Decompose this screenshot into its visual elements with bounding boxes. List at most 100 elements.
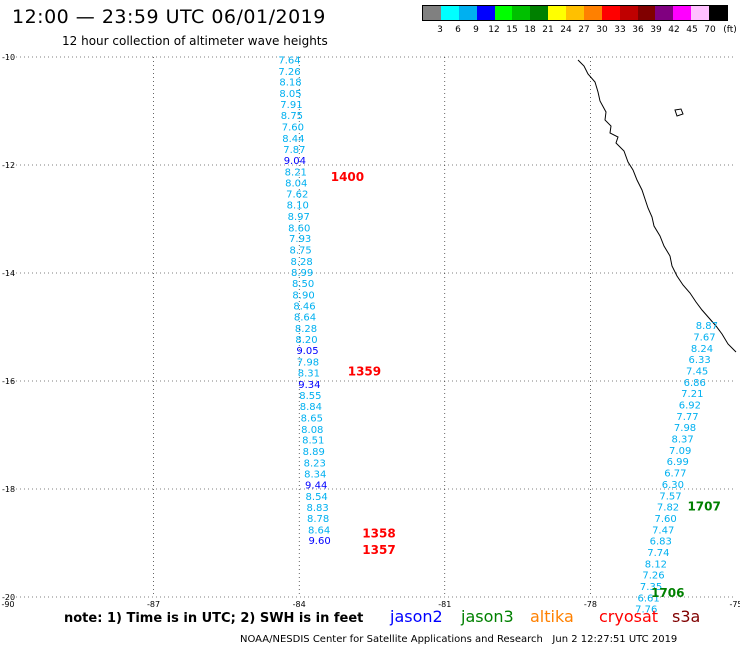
wave-height-value: 8.64 xyxy=(294,313,316,324)
wave-height-value: 6.92 xyxy=(679,401,701,412)
wave-height-value: 7.76 xyxy=(635,605,657,616)
wave-height-value: 6.77 xyxy=(664,469,686,480)
lat-tick-label: -14 xyxy=(2,269,15,278)
wave-height-value: 8.78 xyxy=(307,514,329,525)
wave-height-value: 7.47 xyxy=(652,525,674,536)
wave-height-value: 9.05 xyxy=(296,346,318,357)
wave-height-value: 8.46 xyxy=(293,302,315,313)
satellite-jason3: jason3 xyxy=(461,607,514,626)
satellite-name: altika xyxy=(530,607,574,626)
wave-height-value: 7.87 xyxy=(283,145,305,156)
wave-height-value: 8.64 xyxy=(308,525,330,536)
wave-height-value: 7.98 xyxy=(297,357,319,368)
wave-height-value: 8.89 xyxy=(303,447,325,458)
wave-height-value: 8.05 xyxy=(279,89,301,100)
legend-swatch xyxy=(619,6,638,20)
wave-height-value: 8.28 xyxy=(290,257,312,268)
legend-label: 12 xyxy=(488,25,500,35)
legend-swatch xyxy=(494,6,513,20)
lat-tick-label: -16 xyxy=(2,377,15,386)
lat-tick-label: -20 xyxy=(2,593,15,602)
lon-tick-label: -75 xyxy=(729,600,740,609)
wave-height-value: 7.26 xyxy=(278,67,300,78)
wave-height-value: 8.28 xyxy=(295,324,317,335)
altimeter-tracks: 7.647.268.188.057.918.757.608.447.879.04… xyxy=(278,55,718,615)
lat-tick-label: -10 xyxy=(2,53,15,62)
legend-label: 15 xyxy=(506,25,518,35)
legend-label: 30 xyxy=(596,25,608,35)
wave-height-value: 7.74 xyxy=(647,548,669,559)
legend-swatch xyxy=(440,6,459,20)
coastline-south-america xyxy=(577,59,737,353)
wave-height-value: 7.60 xyxy=(282,122,304,133)
wave-height-value: 7.21 xyxy=(681,389,703,400)
legend-label: 27 xyxy=(578,25,590,35)
lat-tick-label: -18 xyxy=(2,485,15,494)
lon-tick-label: -87 xyxy=(147,600,160,609)
wave-height-value: 8.12 xyxy=(645,559,667,570)
legend-label: 18 xyxy=(524,25,536,35)
legend-swatch xyxy=(637,6,656,20)
wave-height-value: 9.60 xyxy=(308,536,330,547)
wave-height-value: 7.26 xyxy=(642,571,664,582)
legend-label: 6 xyxy=(455,25,461,35)
wave-height-value: 8.83 xyxy=(307,503,329,514)
legend-label: 70 xyxy=(704,25,716,35)
legend-unit: (ft) xyxy=(723,25,737,35)
legend-swatch xyxy=(583,6,602,20)
wave-height-value: 8.31 xyxy=(298,369,320,380)
wave-height-value: 8.10 xyxy=(287,201,309,212)
legend-swatch xyxy=(458,6,477,20)
wave-height-value: 8.21 xyxy=(285,167,307,178)
map-title: 12:00 — 23:59 UTC 06/01/2019 xyxy=(12,6,326,28)
legend-swatch xyxy=(691,6,709,20)
wave-height-value: 7.45 xyxy=(686,367,708,378)
satellite-name: jason2 xyxy=(390,607,443,626)
wave-height-value: 7.09 xyxy=(669,446,691,457)
legend-swatch xyxy=(512,6,531,20)
legend-color-bar xyxy=(422,5,728,21)
footer-note: note: 1) Time is in UTC; 2) SWH is in fe… xyxy=(64,611,364,626)
satellite-name: cryosat xyxy=(599,607,659,626)
wave-height-value: 6.33 xyxy=(688,355,710,366)
legend-swatch xyxy=(530,6,549,20)
wave-height-value: 8.65 xyxy=(301,414,323,425)
legend-label: 33 xyxy=(614,25,626,35)
wave-height-value: 8.90 xyxy=(292,290,314,301)
footer-credit: NOAA/NESDIS Center for Satellite Applica… xyxy=(240,634,677,645)
wave-height-value: 8.99 xyxy=(291,268,313,279)
legend-label: 9 xyxy=(473,25,479,35)
wave-height-value: 7.62 xyxy=(286,189,308,200)
wave-height-value: 8.24 xyxy=(691,344,713,355)
legend-swatch xyxy=(601,6,620,20)
wave-height-value: 8.55 xyxy=(299,391,321,402)
wave-height-value: 7.57 xyxy=(659,491,681,502)
wave-height-value: 8.51 xyxy=(302,436,324,447)
legend-labels: 3 6 9 12 15 18 21 24 27 30 33 36 39 42 45 70 (ft) xyxy=(422,25,737,39)
map-subtitle: 12 hour collection of altimeter wave hei… xyxy=(62,34,328,48)
wave-height-value: 7.77 xyxy=(676,412,698,423)
lon-tick-label: -84 xyxy=(293,600,306,609)
wave-height-value: 8.87 xyxy=(696,321,718,332)
wave-height-value: 8.04 xyxy=(285,179,307,190)
pass-time-labels: 1400 1359 1358 1357 1707 1706 xyxy=(331,170,721,600)
wave-height-value: 9.44 xyxy=(305,480,327,491)
satellite-altika: altika xyxy=(530,607,574,626)
wave-height-value: 6.30 xyxy=(662,480,684,491)
lat-tick-label: -12 xyxy=(2,161,15,170)
wave-height-value: 7.35 xyxy=(640,582,662,593)
legend-swatch xyxy=(655,6,674,20)
wave-height-value: 6.61 xyxy=(638,593,660,604)
wave-height-value: 6.83 xyxy=(650,537,672,548)
wave-height-value: 8.20 xyxy=(295,335,317,346)
wave-height-value: 7.93 xyxy=(289,234,311,245)
wave-height-value: 8.34 xyxy=(304,470,326,481)
wave-height-value: 7.64 xyxy=(278,55,300,66)
wave-height-value: 8.08 xyxy=(301,425,323,436)
wave-height-value: 9.34 xyxy=(298,380,320,391)
wave-height-value: 8.75 xyxy=(290,246,312,257)
axis-tick-labels: -90 -87 -84 -81 -78 -75 -10 -12 -14 -16 -18 -20 xyxy=(1,53,740,609)
legend-label: 21 xyxy=(542,25,554,35)
satellite-s3a: s3a xyxy=(672,607,700,626)
legend-label: 39 xyxy=(650,25,662,35)
